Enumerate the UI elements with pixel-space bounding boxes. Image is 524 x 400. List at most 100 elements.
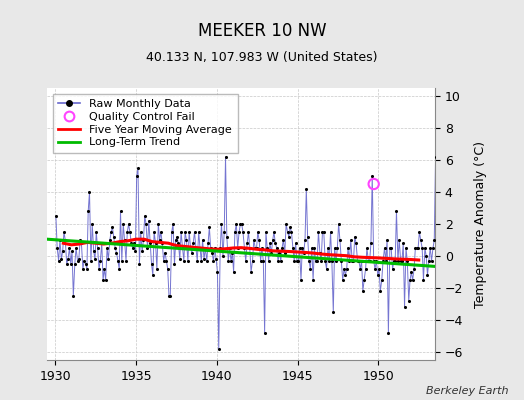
Point <box>243 240 252 246</box>
Point <box>92 229 101 235</box>
Point <box>237 221 246 227</box>
Point <box>402 245 410 251</box>
Point <box>230 269 238 275</box>
Point <box>52 213 60 219</box>
Point <box>240 245 248 251</box>
Legend: Raw Monthly Data, Quality Control Fail, Five Year Moving Average, Long-Term Tren: Raw Monthly Data, Quality Control Fail, … <box>53 94 238 153</box>
Point <box>348 258 356 264</box>
Point <box>388 266 397 272</box>
Point <box>407 269 416 275</box>
Point <box>392 208 401 214</box>
Point <box>80 258 89 264</box>
Point <box>283 229 292 235</box>
Point <box>62 261 71 267</box>
Point <box>199 237 207 243</box>
Point <box>254 229 262 235</box>
Point <box>270 229 278 235</box>
Y-axis label: Temperature Anomaly (°C): Temperature Anomaly (°C) <box>474 140 487 308</box>
Point <box>203 258 211 264</box>
Point <box>73 258 82 264</box>
Point <box>259 258 268 264</box>
Text: Berkeley Earth: Berkeley Earth <box>426 386 508 396</box>
Point <box>104 256 113 262</box>
Point <box>355 258 363 264</box>
Point <box>188 250 196 256</box>
Point <box>57 256 66 262</box>
Point <box>369 258 378 264</box>
Point <box>333 245 342 251</box>
Point <box>318 229 326 235</box>
Point <box>154 221 162 227</box>
Point <box>410 266 418 272</box>
Point <box>127 240 136 246</box>
Point <box>184 258 192 264</box>
Point <box>310 245 319 251</box>
Point <box>135 261 144 267</box>
Point <box>408 277 417 283</box>
Point <box>83 266 91 272</box>
Point <box>88 221 96 227</box>
Point <box>106 237 114 243</box>
Point <box>428 258 436 264</box>
Point <box>282 221 290 227</box>
Point <box>200 256 208 262</box>
Point <box>263 245 271 251</box>
Point <box>390 258 398 264</box>
Point <box>90 248 98 254</box>
Point <box>99 277 107 283</box>
Point <box>145 218 153 224</box>
Point <box>346 237 355 243</box>
Point <box>161 250 169 256</box>
Point <box>383 237 391 243</box>
Point <box>365 258 374 264</box>
Point <box>351 234 359 240</box>
Point <box>313 258 321 264</box>
Point <box>344 245 352 251</box>
Point <box>196 245 204 251</box>
Point <box>398 258 406 264</box>
Point <box>189 240 198 246</box>
Point <box>424 258 433 264</box>
Point <box>107 229 115 235</box>
Point <box>426 245 434 251</box>
Point <box>197 258 205 264</box>
Point <box>246 245 254 251</box>
Point <box>287 229 296 235</box>
Point <box>151 240 160 246</box>
Point <box>68 248 76 254</box>
Point <box>293 258 301 264</box>
Point <box>435 266 444 272</box>
Point <box>437 258 445 264</box>
Point <box>128 245 137 251</box>
Point <box>117 258 126 264</box>
Point <box>395 237 403 243</box>
Point <box>232 221 241 227</box>
Point <box>326 229 335 235</box>
Point <box>67 261 75 267</box>
Point <box>278 245 286 251</box>
Point <box>384 330 392 336</box>
Point <box>372 258 380 264</box>
Point <box>362 266 370 272</box>
Point <box>411 245 420 251</box>
Point <box>149 272 157 278</box>
Point <box>378 277 386 283</box>
Point <box>59 248 67 254</box>
Point <box>214 346 223 352</box>
Point <box>375 266 383 272</box>
Point <box>158 240 167 246</box>
Point <box>430 237 439 243</box>
Point <box>376 288 385 294</box>
Point <box>251 245 259 251</box>
Point <box>345 258 354 264</box>
Point <box>353 258 362 264</box>
Point <box>77 240 85 246</box>
Point <box>110 234 118 240</box>
Point <box>223 234 231 240</box>
Point <box>281 250 289 256</box>
Point <box>134 165 142 171</box>
Point <box>242 258 250 264</box>
Point <box>255 237 264 243</box>
Point <box>268 237 277 243</box>
Point <box>340 266 348 272</box>
